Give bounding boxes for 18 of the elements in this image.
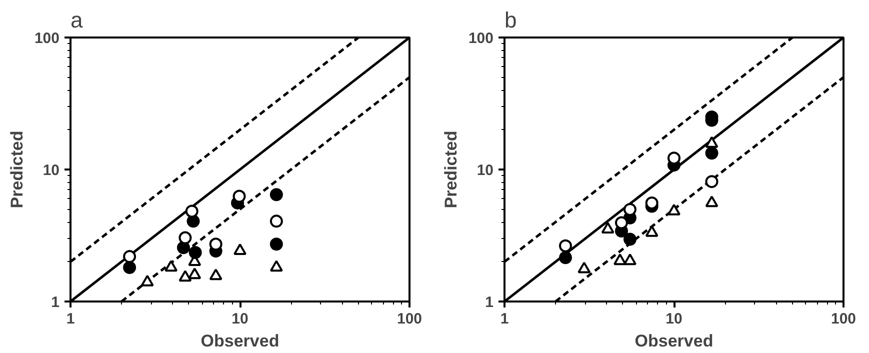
chart-title: a bbox=[70, 8, 84, 32]
x-tick-label: 100 bbox=[396, 310, 422, 328]
y-tick-label: 1 bbox=[51, 294, 60, 311]
x-tick-label: 100 bbox=[830, 310, 856, 328]
y-axis-title: Predicted bbox=[7, 130, 26, 208]
x-axis-title: Observed bbox=[200, 332, 280, 350]
x-axis-title: Observed bbox=[634, 332, 714, 350]
y-tick-label: 100 bbox=[34, 30, 60, 47]
y-tick-label: 100 bbox=[468, 30, 494, 47]
x-tick-label: 1 bbox=[66, 310, 75, 328]
y-tick-label: 10 bbox=[476, 162, 494, 179]
x-tick-label: 1 bbox=[500, 310, 509, 328]
y-tick-label: 1 bbox=[485, 294, 494, 311]
y-tick-label: 10 bbox=[42, 162, 60, 179]
x-tick-label: 10 bbox=[666, 310, 682, 328]
x-tick-label: 10 bbox=[232, 310, 248, 328]
y-axis-title: Predicted bbox=[441, 130, 460, 208]
chart-title: b bbox=[504, 8, 517, 32]
